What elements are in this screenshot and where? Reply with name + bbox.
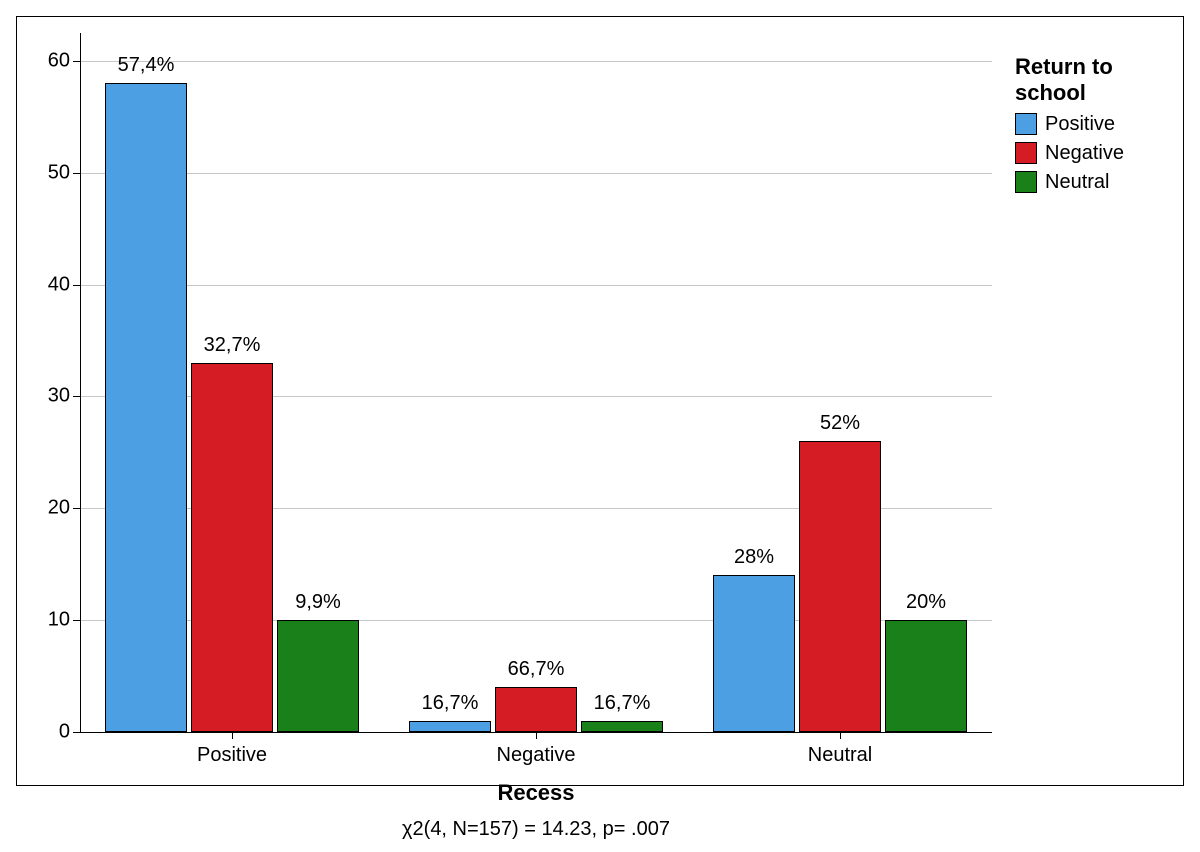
legend-swatch: [1015, 113, 1037, 135]
y-tick: [73, 173, 80, 174]
gridline: [80, 61, 992, 62]
y-tick: [73, 732, 80, 733]
bar-value-label: 32,7%: [204, 334, 261, 357]
bar-value-label: 9,9%: [295, 591, 341, 614]
x-tick: [840, 732, 841, 739]
bar: [409, 721, 491, 732]
bar-value-label: 16,7%: [422, 692, 479, 715]
legend-label: Neutral: [1045, 171, 1109, 194]
bar: [799, 441, 881, 732]
legend-label: Positive: [1045, 113, 1115, 136]
x-tick: [232, 732, 233, 739]
y-tick-label: 20: [34, 497, 70, 520]
chart-caption: χ2(4, N=157) = 14.23, p= .007: [80, 818, 992, 841]
bar-value-label: 16,7%: [594, 692, 651, 715]
y-tick: [73, 620, 80, 621]
plot-area: 57,4% 32,7% 9,9% 16,7% 66,7% 16,7% 28% 52% 20%: [80, 33, 992, 732]
x-tick: [536, 732, 537, 739]
y-tick-label: 40: [34, 273, 70, 296]
bar: [191, 363, 273, 732]
y-tick: [73, 396, 80, 397]
y-tick-label: 50: [34, 161, 70, 184]
legend-items: Positive Negative Neutral: [1015, 113, 1124, 194]
bar: [885, 620, 967, 732]
bar-value-label: 57,4%: [118, 54, 175, 77]
bar-value-label: 66,7%: [508, 658, 565, 681]
y-tick-label: 0: [34, 721, 70, 744]
y-axis-line: [80, 33, 81, 732]
y-tick-label: 10: [34, 609, 70, 632]
gridline: [80, 173, 992, 174]
legend-item: Positive: [1015, 113, 1124, 136]
y-tick-label: 60: [34, 49, 70, 72]
bar: [581, 721, 663, 732]
x-category-label: Negative: [497, 744, 576, 767]
legend-item: Neutral: [1015, 171, 1124, 194]
y-tick: [73, 508, 80, 509]
bar: [495, 687, 577, 732]
legend-title-line: school: [1015, 80, 1086, 105]
legend-item: Negative: [1015, 142, 1124, 165]
y-tick: [73, 285, 80, 286]
gridline: [80, 285, 992, 286]
bar-value-label: 20%: [906, 591, 946, 614]
bar: [105, 83, 187, 732]
legend-swatch: [1015, 142, 1037, 164]
legend: Return toschool Positive Negative Neutral: [1015, 54, 1124, 194]
bar: [277, 620, 359, 732]
chart-canvas: 57,4% 32,7% 9,9% 16,7% 66,7% 16,7% 28% 52% 20% 0…: [0, 0, 1200, 852]
x-category-label: Neutral: [808, 744, 872, 767]
bar-value-label: 52%: [820, 412, 860, 435]
x-category-label: Positive: [197, 744, 267, 767]
legend-title: Return toschool: [1015, 54, 1124, 107]
x-axis-title: Recess: [476, 780, 596, 806]
legend-title-line: Return to: [1015, 54, 1113, 79]
legend-swatch: [1015, 171, 1037, 193]
y-tick-label: 30: [34, 385, 70, 408]
bar: [713, 575, 795, 732]
bar-value-label: 28%: [734, 546, 774, 569]
y-tick: [73, 61, 80, 62]
legend-label: Negative: [1045, 142, 1124, 165]
